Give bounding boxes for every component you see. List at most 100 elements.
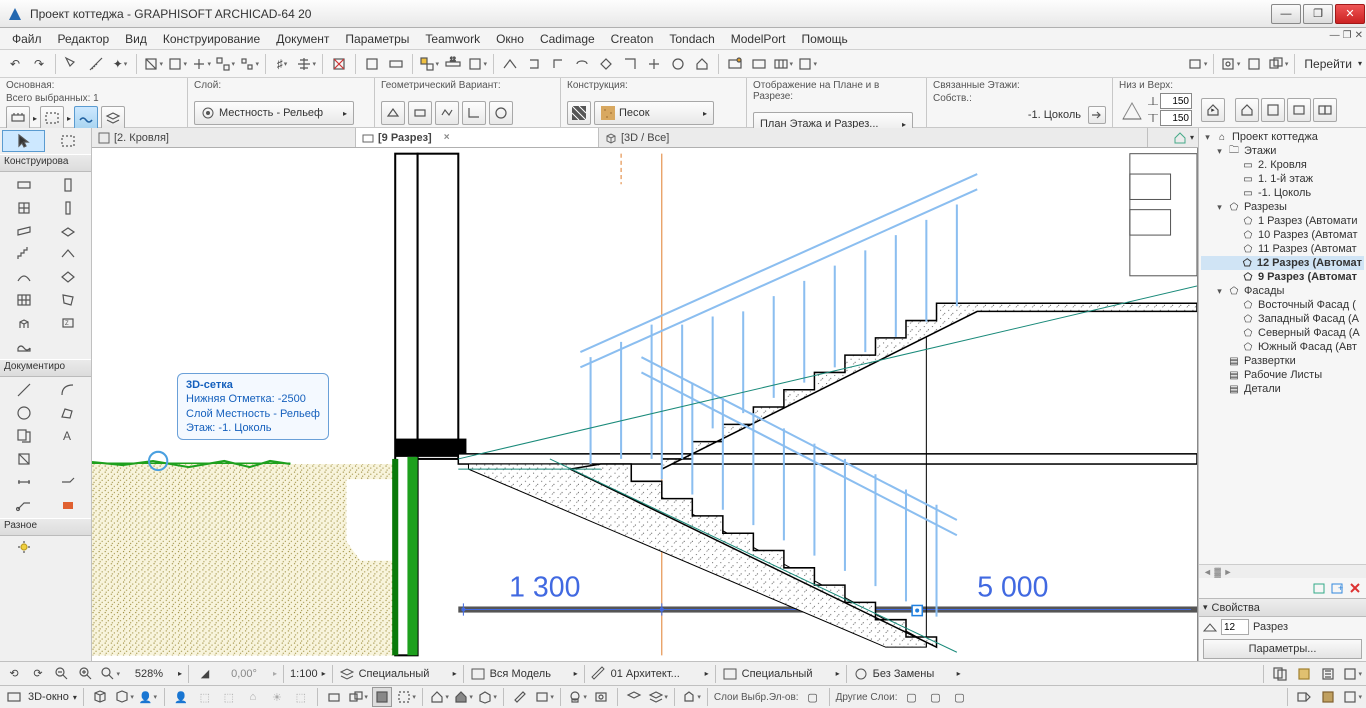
geo2[interactable] (408, 101, 432, 125)
g1[interactable] (624, 687, 644, 707)
circle-tool[interactable] (2, 402, 45, 424)
mdi-close[interactable]: ✕ (1355, 30, 1363, 41)
object-tool[interactable] (2, 312, 45, 334)
poly-tool[interactable] (46, 402, 89, 424)
d1[interactable] (429, 687, 449, 707)
measure-button[interactable] (85, 53, 107, 75)
g4-button[interactable] (796, 53, 818, 75)
mesh-button[interactable] (74, 106, 98, 130)
fill-tool[interactable] (46, 494, 89, 516)
slab-tool[interactable] (46, 220, 89, 242)
t3-button[interactable] (418, 53, 440, 75)
snap4-button[interactable] (214, 53, 236, 75)
tree-item[interactable]: ▭2. Кровля (1201, 158, 1364, 172)
layer-icon-button[interactable] (101, 106, 125, 130)
mesh-tool[interactable] (2, 335, 45, 357)
tab-section[interactable]: [9 Разрез] × (356, 128, 599, 147)
bot-height[interactable] (1160, 110, 1192, 126)
tree-item[interactable]: ▭1. 1-й этаж (1201, 172, 1364, 186)
label-tool[interactable] (2, 494, 45, 516)
undo-button[interactable]: ↶ (4, 53, 26, 75)
zoom-value[interactable]: 528% (124, 668, 174, 680)
tree-item[interactable]: ▤Рабочие Листы (1201, 368, 1364, 382)
tab-3d[interactable]: [3D / Все] (599, 128, 1148, 147)
b10[interactable]: ⬚ (291, 687, 311, 707)
menu-help[interactable]: Помощь (793, 30, 855, 48)
delete-icon[interactable] (1348, 581, 1362, 595)
arc-tool[interactable] (46, 379, 89, 401)
snap1-button[interactable] (142, 53, 164, 75)
maximize-button[interactable]: ❐ (1303, 4, 1333, 24)
snap2-button[interactable] (166, 53, 188, 75)
menu-modelport[interactable]: ModelPort (723, 30, 794, 48)
menu-creaton[interactable]: Creaton (603, 30, 662, 48)
stair-tool[interactable] (2, 243, 45, 265)
v1-button[interactable] (1186, 53, 1208, 75)
dim-tool[interactable] (2, 471, 45, 493)
tree-item[interactable]: ⬠1 Разрез (Автомати (1201, 214, 1364, 228)
line-tool[interactable] (2, 379, 45, 401)
v2-button[interactable] (1219, 53, 1241, 75)
skylight-tool[interactable] (46, 266, 89, 288)
arrow-tool[interactable] (2, 130, 45, 152)
angle-value[interactable]: 0,00° (219, 668, 269, 680)
geo3[interactable] (435, 101, 459, 125)
scale-value[interactable]: 1:100 (290, 668, 318, 680)
g1-button[interactable] (724, 53, 746, 75)
window-tool[interactable] (2, 197, 45, 219)
trace-1[interactable] (1294, 664, 1314, 684)
e1[interactable] (510, 687, 530, 707)
c2[interactable] (348, 687, 368, 707)
menu-teamwork[interactable]: Teamwork (417, 30, 488, 48)
tree-item[interactable]: ⬠10 Разрез (Автомат (1201, 228, 1364, 242)
zoom-out[interactable] (52, 664, 72, 684)
menu-options[interactable]: Параметры (337, 30, 417, 48)
lamp-tool[interactable] (2, 538, 45, 560)
roof-tool[interactable] (46, 243, 89, 265)
grid-button[interactable]: ♯ (271, 53, 293, 75)
e3-button[interactable] (547, 53, 569, 75)
menu-edit[interactable]: Редактор (50, 30, 118, 48)
layer-combo[interactable]: Местность - Рельеф ▸ (194, 101, 354, 125)
mdi-max[interactable]: ❐ (1343, 30, 1352, 41)
material-combo[interactable]: Песок ▸ (594, 101, 714, 125)
nav1[interactable] (1235, 98, 1259, 122)
morph-tool[interactable] (46, 289, 89, 311)
zoom-next[interactable]: ⟳ (28, 664, 48, 684)
tree-item[interactable]: ⬠Северный Фасад (А (1201, 326, 1364, 340)
v3-button[interactable] (1243, 53, 1265, 75)
j1[interactable] (1294, 687, 1314, 707)
fill-btn[interactable] (567, 101, 591, 125)
drawing-tool[interactable] (2, 425, 45, 447)
section-tool[interactable] (2, 448, 45, 470)
e2-button[interactable] (523, 53, 545, 75)
g3-button[interactable] (772, 53, 794, 75)
c3[interactable] (372, 687, 392, 707)
e1-button[interactable] (499, 53, 521, 75)
geo5[interactable] (489, 101, 513, 125)
grid2-button[interactable] (295, 53, 317, 75)
snap3-button[interactable] (190, 53, 212, 75)
menu-cadimage[interactable]: Cadimage (532, 30, 603, 48)
settings-icon-button[interactable] (6, 106, 30, 130)
suspend-button[interactable] (328, 53, 350, 75)
b6[interactable]: ⬚ (195, 687, 215, 707)
section-canvas[interactable]: 1 300 5 000 3D-сетка Нижняя Отметка: -25… (92, 148, 1198, 661)
cw-tool[interactable] (2, 289, 45, 311)
ruler-button[interactable]: 12 (442, 53, 464, 75)
menu-window[interactable]: Окно (488, 30, 532, 48)
tree-item[interactable]: ⬠Восточный Фасад ( (1201, 298, 1364, 312)
menu-view[interactable]: Вид (117, 30, 155, 48)
tree-item[interactable]: ▤Развертки (1201, 354, 1364, 368)
e5-button[interactable] (595, 53, 617, 75)
t4-button[interactable] (466, 53, 488, 75)
b7[interactable]: ⬚ (219, 687, 239, 707)
geo4[interactable] (462, 101, 486, 125)
i1[interactable]: ▢ (803, 687, 823, 707)
j2[interactable] (1318, 687, 1338, 707)
e8-button[interactable] (667, 53, 689, 75)
door-tool[interactable] (46, 174, 89, 196)
column-tool[interactable] (46, 197, 89, 219)
nav3[interactable] (1287, 98, 1311, 122)
project-tree[interactable]: ▾⌂Проект коттеджа▾🗀Этажи▭2. Кровля▭1. 1-… (1199, 128, 1366, 564)
